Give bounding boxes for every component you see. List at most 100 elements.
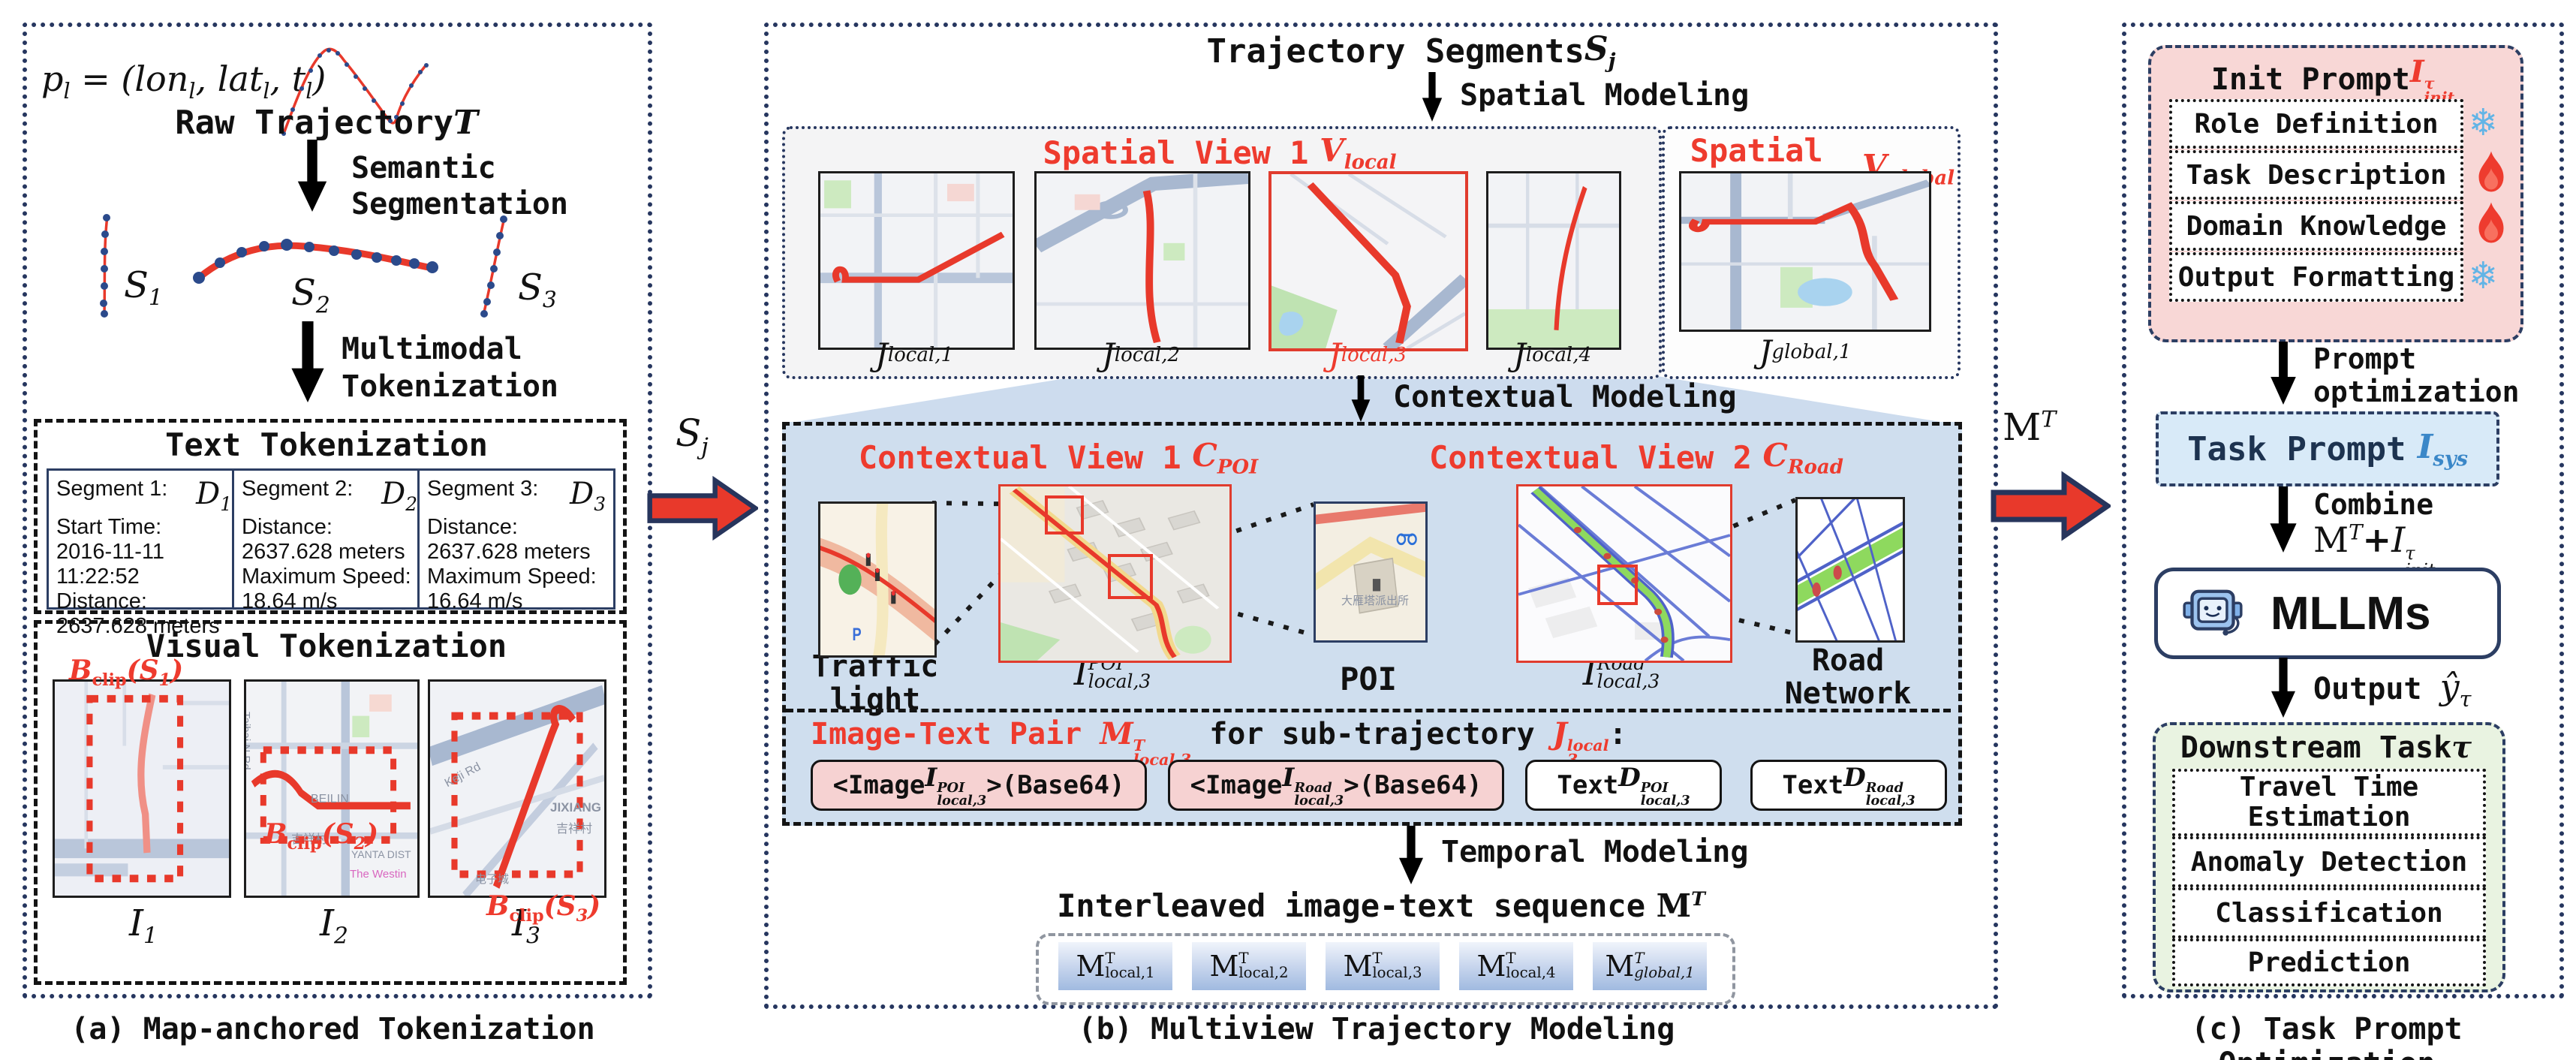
bclip-s3-label: Bclip(S3) — [486, 890, 601, 926]
sj-arrow-label: Sj — [676, 411, 709, 460]
text-tokenization-box — [34, 419, 627, 614]
image-chip-poi: <Image I POI local,3 >(Base64) — [811, 760, 1147, 811]
card-tag: D3 — [570, 477, 606, 515]
task-prompt-box: Task Prompt Isys — [2156, 411, 2499, 486]
visual-tokenization-title: Visual Tokenization — [146, 628, 507, 664]
robot-icon — [2183, 589, 2243, 636]
init-item-output-formatting: Output Formatting — [2169, 252, 2463, 302]
map-image-1 — [53, 679, 231, 898]
poi-label: POI — [1340, 661, 1397, 697]
arrow-down-icon — [2270, 486, 2297, 553]
mt-arrow-label: MT — [2003, 405, 2057, 449]
flame-icon — [2478, 202, 2504, 243]
segment-3-label: S3 — [518, 267, 557, 314]
road-network-inset — [1795, 497, 1905, 643]
interleaved-sequence-label: Interleaved image-text sequence MT — [1057, 887, 1705, 924]
caption-b: (b) Multiview Trajectory Modeling — [1078, 1012, 1675, 1046]
road-network-label: Road Network — [1784, 643, 1912, 711]
image-3-label: I3 — [512, 902, 540, 950]
prompt-optimization-label: Prompt optimization — [2313, 342, 2520, 408]
spatial-view-1-title: Spatial View 1 Vlocal — [1043, 132, 1397, 174]
arrow-down-icon — [1399, 824, 1423, 884]
svg-text:P: P — [853, 624, 862, 644]
district-label: JIXIANG — [550, 800, 602, 815]
spatial-map-local-2 — [1034, 171, 1250, 350]
text-chip-poi: Text D POI local,3 — [1525, 760, 1722, 811]
arrow-down-icon — [1422, 72, 1443, 122]
spatial-map-local-3-highlighted — [1268, 171, 1468, 351]
contextual-view-2-title: Contextual View 2 CRoad — [1428, 437, 1843, 479]
output-label: Output ŷτ — [2313, 667, 2472, 712]
traffic-light-label: Traffic light — [811, 649, 939, 717]
downstream-task-title: Downstream Task τ — [2180, 730, 2472, 765]
spatial-map-global — [1679, 171, 1931, 332]
bclip-s2-label: Bclip(S2) — [264, 818, 379, 854]
temporal-modeling-label: Temporal Modeling — [1441, 835, 1749, 869]
raw-trajectory-label: Raw Trajectory T — [175, 104, 478, 142]
point-formula: pl = (lonl, latl, tl) — [41, 59, 327, 104]
poi-label-westin: The Westin — [350, 868, 407, 881]
arrow-down-icon — [297, 140, 327, 212]
card-tag: D1 — [196, 477, 232, 515]
segment-card: Segment 3: D3 Distance: 2637.628 meters M… — [417, 468, 615, 613]
init-item-role-definition: Role Definition — [2169, 99, 2463, 149]
panel-c-border — [2122, 23, 2564, 998]
red-arrow-right-icon — [647, 475, 758, 541]
district-label: 吉祥村 — [556, 823, 593, 836]
road-context-map — [1516, 484, 1732, 663]
district-label: 吉祥村 — [291, 833, 328, 846]
semantic-segmentation-label: Semantic Segmentation — [351, 151, 568, 221]
spatial-modeling-label: Spatial Modeling — [1460, 78, 1750, 113]
text-chip-road: Text D Road local,3 — [1750, 760, 1947, 811]
pair-row-divider — [786, 709, 1951, 712]
red-arrow-right-icon — [1991, 471, 2111, 541]
spatial-map-local-1 — [818, 171, 1015, 350]
snowflake-icon: ❄ — [2471, 98, 2496, 145]
trajectory-segments-sketch — [100, 214, 507, 318]
segment-card: Segment 2: D2 Distance: 2637.628 meters M… — [232, 468, 427, 613]
task-classification: Classification — [2172, 887, 2486, 938]
visual-tokenization-box — [34, 620, 627, 985]
traffic-light-source-box — [1045, 495, 1084, 535]
poi-inset: 大雁塔派出所 — [1314, 501, 1428, 643]
traffic-light-inset: P — [818, 501, 937, 658]
mllms-label: MLLMs — [2271, 587, 2431, 640]
zoom-beam — [782, 345, 1955, 424]
combine-label: Combine — [2313, 488, 2434, 521]
init-item-task-description: Task Description — [2169, 150, 2463, 200]
spatial-map-local-4 — [1486, 171, 1621, 350]
poi-source-box — [1108, 554, 1153, 599]
arrow-down-icon — [2271, 342, 2296, 405]
snowflake-icon: ❄ — [2471, 251, 2496, 298]
segment-1-label: S1 — [124, 264, 163, 312]
task-anomaly-detection: Anomaly Detection — [2172, 836, 2486, 887]
bclip-s1-label: Bclip(S1) — [69, 655, 184, 691]
image-2-label: I2 — [320, 902, 348, 950]
segment-2-label: S2 — [291, 272, 330, 319]
caption-c: (c) Task Prompt Optimization — [2191, 1012, 2463, 1060]
flame-icon — [2478, 151, 2504, 192]
map-image-2: Taibai N Rd BEILIN 吉祥村 YANTA DIST The We… — [244, 679, 420, 898]
task-prediction: Prediction — [2172, 938, 2486, 986]
arrow-down-icon — [1351, 375, 1371, 422]
poi-inset-text: 大雁塔派出所 — [1341, 595, 1410, 607]
contextual-view-1-title: Contextual View 1 CPOI — [858, 437, 1259, 479]
street-label: Taibai N Rd — [244, 712, 252, 770]
poi-context-map — [998, 484, 1232, 663]
map-image-3: Keji Rd JIXIANG 吉祥村 电子城 — [428, 679, 606, 898]
card-tag: D2 — [381, 477, 417, 515]
